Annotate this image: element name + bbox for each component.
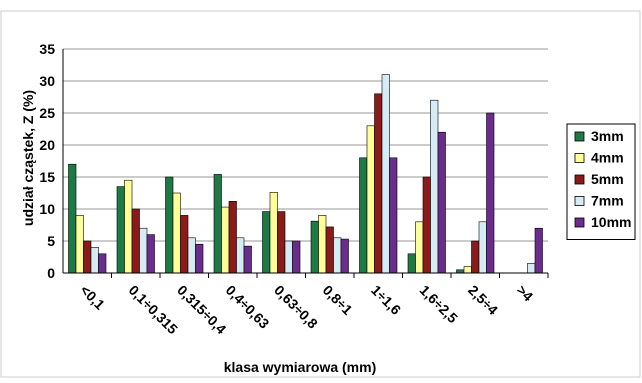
legend-swatch xyxy=(574,217,585,228)
bar xyxy=(146,234,155,274)
bar xyxy=(75,215,84,274)
y-tick-label: 35 xyxy=(39,41,55,57)
bar xyxy=(463,266,472,274)
x-axis-title: klasa wymiarowa (mm) xyxy=(224,359,377,375)
bar xyxy=(534,227,543,274)
bar xyxy=(381,74,390,274)
y-tick-label: 20 xyxy=(39,137,55,153)
bar xyxy=(116,186,125,274)
y-tick-label: 5 xyxy=(47,233,55,249)
bar xyxy=(415,221,424,274)
bar xyxy=(478,221,487,274)
bar xyxy=(437,131,446,274)
axes xyxy=(62,49,549,278)
bar xyxy=(389,157,398,274)
bar xyxy=(325,226,334,274)
bar xyxy=(292,240,301,274)
y-tick-label: 0 xyxy=(47,265,55,281)
legend-swatch xyxy=(574,196,585,206)
bar xyxy=(310,220,319,274)
bar xyxy=(228,201,237,274)
bar xyxy=(124,179,133,274)
bar xyxy=(68,163,77,274)
bar xyxy=(165,176,174,274)
bar xyxy=(422,176,431,274)
bar xyxy=(172,192,181,274)
y-tick-label: 15 xyxy=(39,169,55,185)
bar xyxy=(139,227,148,274)
bar xyxy=(83,240,92,274)
y-tick-label: 10 xyxy=(39,201,55,217)
figure-caption-fragment xyxy=(0,0,40,10)
legend-swatch xyxy=(574,153,585,163)
bar xyxy=(527,263,536,274)
bar xyxy=(131,208,140,274)
bar xyxy=(374,93,383,274)
legend: 3mm 4mm 5mm 7mm 10mm xyxy=(566,123,636,240)
bar xyxy=(221,206,230,274)
bar xyxy=(187,237,196,274)
bar xyxy=(340,238,349,274)
legend-swatch xyxy=(574,131,585,142)
bar xyxy=(366,125,375,274)
y-tick-label: 25 xyxy=(39,105,55,121)
legend-label: 4mm xyxy=(591,150,624,166)
bars xyxy=(68,74,543,274)
legend-label: 10mm xyxy=(591,214,631,230)
bar xyxy=(333,237,342,274)
bar xyxy=(180,215,189,274)
bar xyxy=(471,240,480,274)
y-axis-title: udział cząstek, Z (%) xyxy=(20,90,36,226)
bar xyxy=(407,253,416,274)
bar xyxy=(430,99,439,274)
legend-label: 7mm xyxy=(591,193,624,209)
chart-border xyxy=(0,10,641,378)
bar xyxy=(213,174,222,274)
bar xyxy=(486,112,495,274)
bar xyxy=(269,192,278,274)
legend-swatch xyxy=(574,174,585,185)
bar xyxy=(236,237,245,274)
bar xyxy=(90,247,99,274)
y-tick-label: 30 xyxy=(39,73,55,89)
bar xyxy=(277,211,286,274)
legend-label: 3mm xyxy=(591,128,624,144)
bar xyxy=(262,211,271,274)
legend-label: 5mm xyxy=(591,171,624,187)
bar xyxy=(98,253,107,274)
bar xyxy=(284,240,293,274)
bar xyxy=(243,245,252,274)
gridlines xyxy=(63,48,548,242)
bar xyxy=(318,215,327,274)
bar xyxy=(359,157,368,274)
bar xyxy=(195,243,204,274)
